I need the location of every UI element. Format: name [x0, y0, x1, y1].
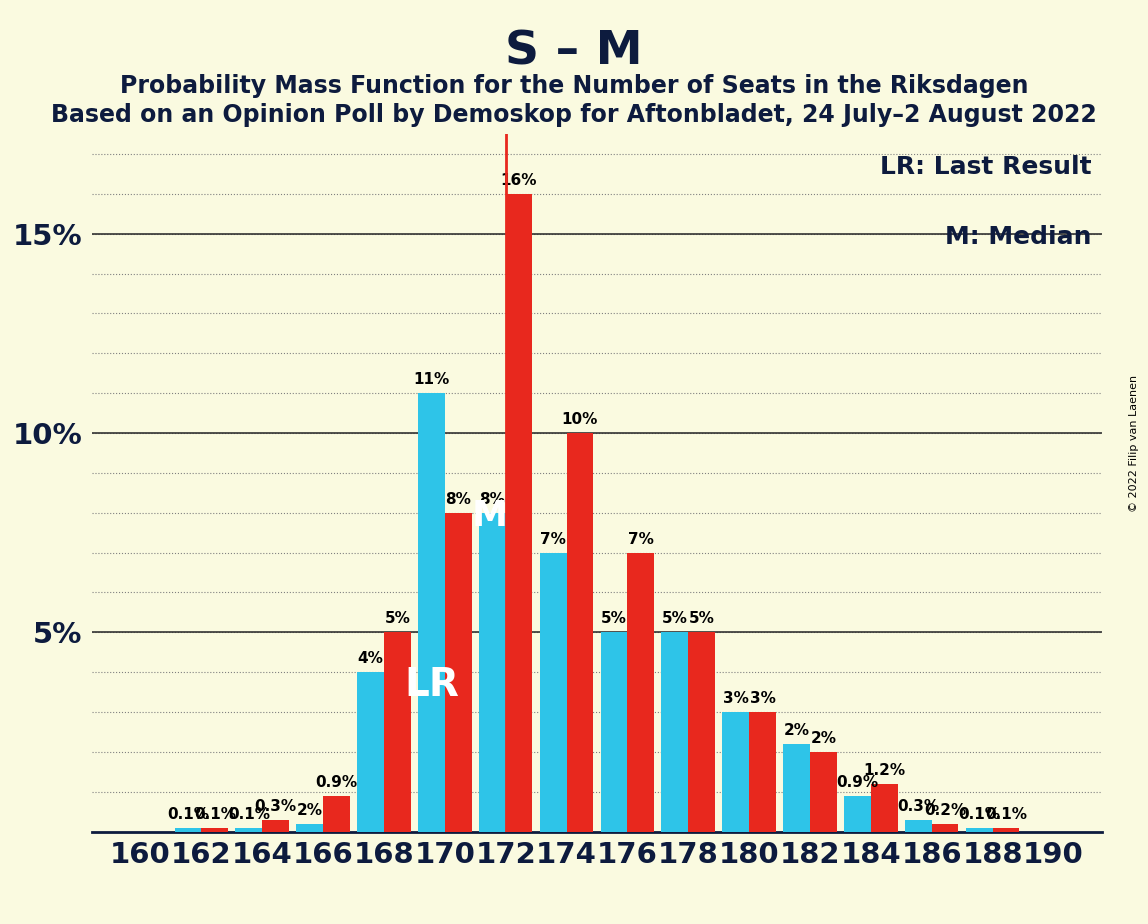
Text: 3%: 3%: [750, 691, 775, 706]
Bar: [871, 784, 898, 832]
Bar: [722, 712, 750, 832]
Bar: [661, 632, 689, 832]
Bar: [600, 632, 628, 832]
Text: 5%: 5%: [689, 612, 714, 626]
Text: S – M: S – M: [505, 30, 643, 75]
Text: 0.1%: 0.1%: [194, 807, 235, 821]
Text: 1.2%: 1.2%: [863, 763, 906, 778]
Text: 10%: 10%: [561, 412, 598, 427]
Bar: [201, 828, 228, 832]
Text: 0.1%: 0.1%: [985, 807, 1027, 821]
Text: 5%: 5%: [602, 612, 627, 626]
Text: Based on an Opinion Poll by Demoskop for Aftonbladet, 24 July–2 August 2022: Based on an Opinion Poll by Demoskop for…: [52, 103, 1096, 128]
Text: 0.1%: 0.1%: [166, 807, 209, 821]
Bar: [932, 823, 959, 832]
Text: 4%: 4%: [358, 651, 383, 666]
Bar: [174, 828, 201, 832]
Bar: [750, 712, 776, 832]
Text: 11%: 11%: [413, 372, 450, 387]
Text: Probability Mass Function for the Number of Seats in the Riksdagen: Probability Mass Function for the Number…: [119, 74, 1029, 98]
Text: 16%: 16%: [501, 173, 537, 188]
Bar: [444, 513, 472, 832]
Bar: [357, 672, 383, 832]
Bar: [905, 820, 932, 832]
Bar: [296, 823, 323, 832]
Bar: [783, 744, 810, 832]
Text: M: Median: M: Median: [946, 225, 1092, 249]
Bar: [323, 796, 350, 832]
Bar: [810, 752, 837, 832]
Bar: [566, 433, 594, 832]
Text: 7%: 7%: [628, 531, 653, 547]
Bar: [479, 513, 505, 832]
Text: LR: LR: [404, 666, 459, 704]
Text: 0.1%: 0.1%: [959, 807, 1000, 821]
Bar: [689, 632, 715, 832]
Text: 5%: 5%: [662, 612, 688, 626]
Bar: [505, 194, 533, 832]
Bar: [235, 828, 262, 832]
Text: 7%: 7%: [541, 531, 566, 547]
Text: 8%: 8%: [445, 492, 471, 506]
Bar: [965, 828, 993, 832]
Bar: [262, 820, 289, 832]
Bar: [540, 553, 566, 832]
Text: 8%: 8%: [480, 492, 505, 506]
Text: 0.9%: 0.9%: [316, 774, 357, 790]
Text: LR: Last Result: LR: Last Result: [881, 155, 1092, 179]
Text: 3%: 3%: [723, 691, 748, 706]
Text: 2%: 2%: [784, 723, 809, 738]
Bar: [993, 828, 1019, 832]
Text: 2%: 2%: [810, 731, 837, 746]
Text: 0.2%: 0.2%: [924, 803, 967, 818]
Text: 0.1%: 0.1%: [227, 807, 270, 821]
Bar: [628, 553, 654, 832]
Bar: [844, 796, 871, 832]
Bar: [383, 632, 411, 832]
Text: M: M: [471, 499, 507, 532]
Text: 2%: 2%: [296, 803, 323, 818]
Text: 0.3%: 0.3%: [255, 798, 296, 814]
Text: 5%: 5%: [385, 612, 410, 626]
Text: © 2022 Filip van Laenen: © 2022 Filip van Laenen: [1130, 375, 1139, 512]
Text: 0.3%: 0.3%: [898, 798, 939, 814]
Text: 0.9%: 0.9%: [837, 774, 878, 790]
Bar: [418, 393, 444, 832]
